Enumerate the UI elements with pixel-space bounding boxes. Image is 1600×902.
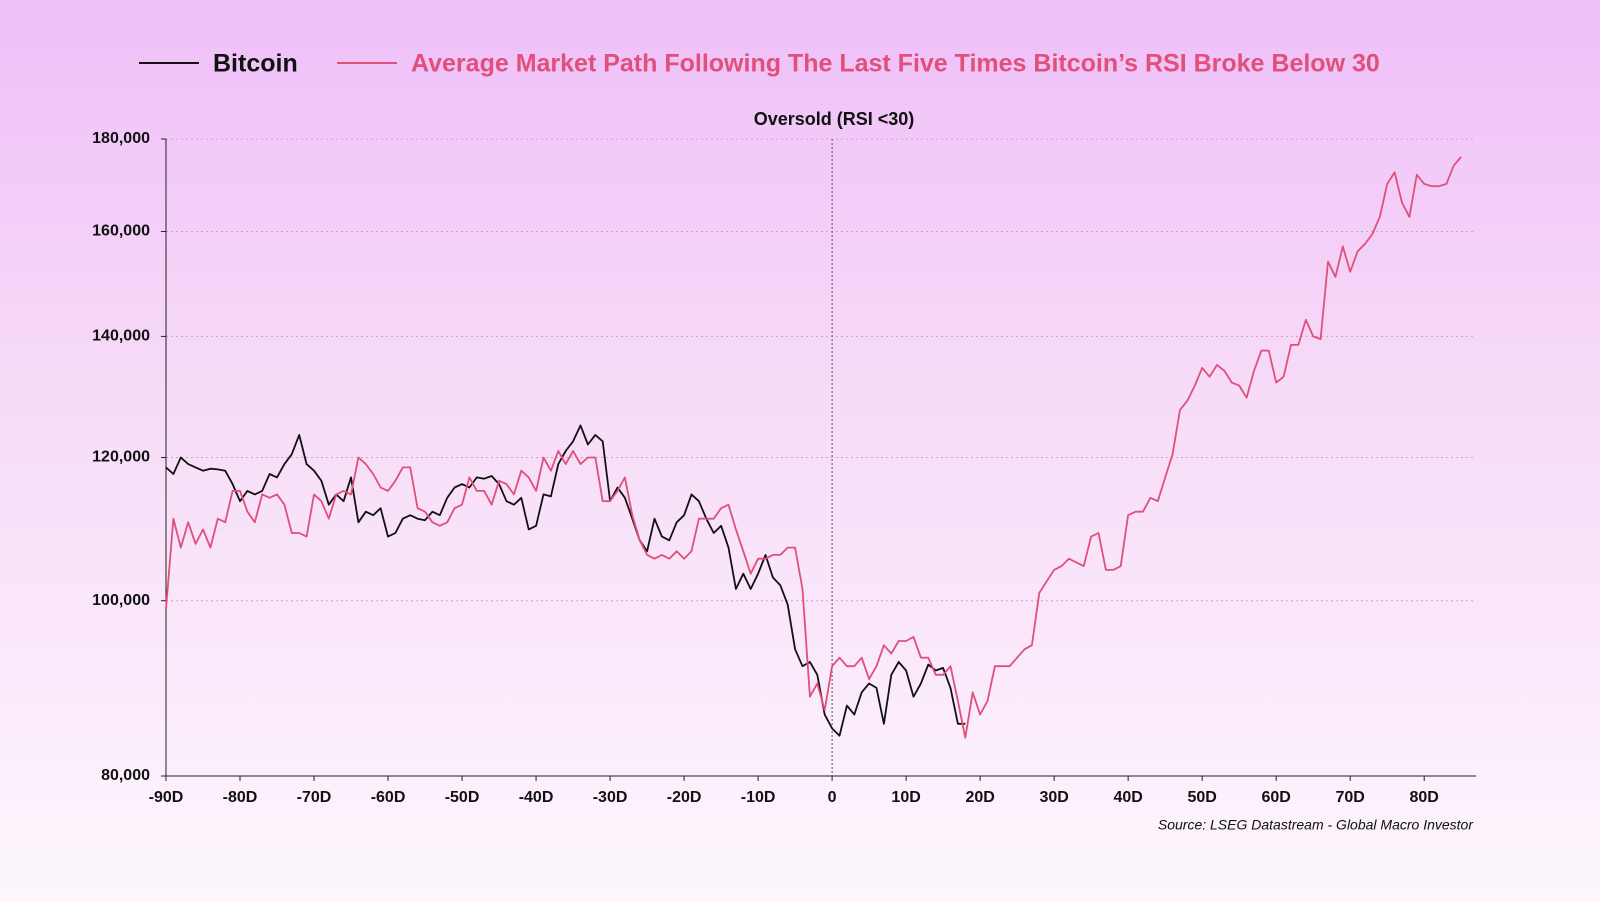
x-tick-label: -70D xyxy=(297,789,332,806)
legend-label: Average Market Path Following The Last F… xyxy=(411,50,1380,78)
x-tick-label: 50D xyxy=(1187,789,1216,806)
legend-label: Bitcoin xyxy=(213,50,298,78)
x-tick-label: -30D xyxy=(593,789,628,806)
x-tick-label: -20D xyxy=(667,789,702,806)
series-line xyxy=(165,156,1462,739)
x-tick-label: 60D xyxy=(1261,789,1290,806)
x-tick-label: -60D xyxy=(371,789,406,806)
y-tick-label: 180,000 xyxy=(92,130,150,147)
x-tick-label: -90D xyxy=(149,789,184,806)
series-line xyxy=(165,424,966,737)
annotation-label: Oversold (RSI <30) xyxy=(754,109,915,129)
x-tick-label: 20D xyxy=(965,789,994,806)
y-tick-label: 80,000 xyxy=(101,767,150,784)
x-tick-label: -80D xyxy=(223,789,258,806)
x-tick-label: 70D xyxy=(1336,789,1365,806)
source-note: Source: LSEG Datastream - Global Macro I… xyxy=(1158,817,1474,833)
y-tick-label: 100,000 xyxy=(92,592,150,609)
y-tick-label: 140,000 xyxy=(92,328,150,345)
x-tick-label: 80D xyxy=(1410,789,1439,806)
x-tick-label: 40D xyxy=(1113,789,1142,806)
y-tick-label: 120,000 xyxy=(92,449,150,466)
x-tick-label: 10D xyxy=(891,789,920,806)
y-tick-label: 160,000 xyxy=(92,223,150,240)
x-tick-label: 30D xyxy=(1039,789,1068,806)
x-tick-label: -40D xyxy=(519,789,554,806)
x-tick-label: -10D xyxy=(741,789,776,806)
x-tick-label: 0 xyxy=(828,789,837,806)
x-tick-label: -50D xyxy=(445,789,480,806)
